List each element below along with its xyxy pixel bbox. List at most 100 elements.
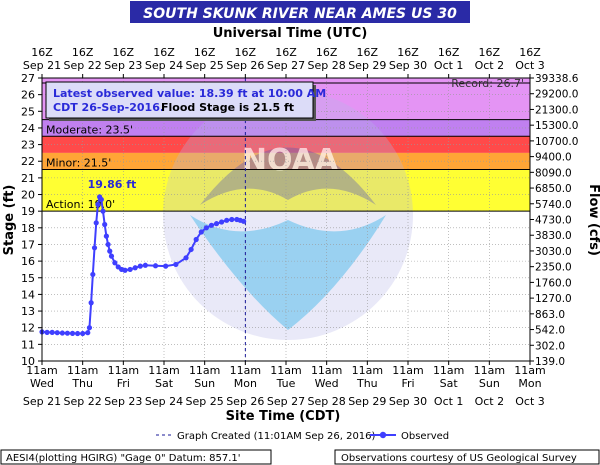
utc-tick-hour: 16Z [113, 46, 135, 59]
stage-tick-label: 24 [21, 122, 35, 135]
observed-point [69, 330, 76, 336]
observed-point [112, 260, 118, 266]
observed-point [213, 221, 220, 227]
utc-tick-hour: 16Z [316, 46, 338, 59]
stage-tick-label: 17 [21, 238, 35, 251]
utc-tick-hour: 16Z [275, 46, 297, 59]
observed-point [64, 330, 71, 336]
cdt-tick-date: Oct 1 [434, 395, 464, 408]
cdt-tick-day: Tue [276, 377, 296, 390]
cdt-tick-date: Sep 29 [348, 395, 386, 408]
observed-point [93, 220, 99, 226]
title-bar [130, 1, 470, 23]
cdt-tick-time: 11am [189, 364, 220, 377]
observed-point [188, 246, 194, 253]
utc-tick-hour: 16Z [438, 46, 460, 59]
flow-tick-label: 139.0 [535, 356, 565, 368]
observed-point [152, 263, 159, 269]
flow-tick-label: 10700.0 [535, 136, 578, 148]
utc-tick-date: Sep 27 [267, 59, 305, 72]
observed-point [224, 217, 230, 223]
cdt-tick-day: Fri [401, 377, 414, 390]
cdt-tick-day: Sat [155, 377, 174, 390]
flow-tick-label: 8090.0 [535, 167, 572, 179]
cdt-tick-time: 11am [108, 364, 139, 377]
plot-frame [41, 77, 531, 362]
stage-tick-label: 22 [21, 155, 35, 168]
cdt-tick-time: 11am [148, 364, 179, 377]
flow-tick-label: 39338.6 [535, 73, 579, 85]
utc-tick-date: Sep 22 [64, 59, 102, 72]
minor-label: Minor: 21.5' [46, 157, 111, 170]
cdt-tick-time: 11am [230, 364, 261, 377]
utc-tick-hour: 16Z [235, 46, 257, 59]
stage-axis-title: Stage (ft) [2, 185, 17, 256]
stage-tick-label: 23 [21, 139, 35, 152]
info-line-2-flood: Flood Stage is 21.5 ft [161, 101, 294, 114]
observed-point [142, 262, 148, 268]
observed-point [74, 330, 81, 337]
utc-tick-date: Oct 1 [434, 59, 464, 72]
flow-tick-label: 4730.0 [535, 215, 572, 227]
observed-point [95, 201, 101, 208]
stage-tick-label: 21 [21, 172, 35, 185]
cdt-tick-date: Sep 25 [186, 395, 224, 408]
utc-tick-hour: 16Z [479, 46, 501, 59]
legend-observed-label: Observed [401, 431, 449, 442]
utc-tick-hour: 16Z [153, 46, 175, 59]
observed-point [108, 253, 115, 259]
cdt-tick-date: Sep 21 [23, 395, 61, 408]
bottom-axis-title: Site Time (CDT) [226, 409, 341, 424]
cdt-tick-time: 11am [474, 364, 505, 377]
cdt-tick-date: Sep 27 [267, 395, 305, 408]
cdt-tick-date: Oct 2 [475, 395, 505, 408]
cdt-tick-time: 11am [270, 364, 301, 377]
stage-tick-label: 10 [21, 355, 35, 368]
flow-tick-label: 29200.0 [535, 89, 578, 101]
observed-point [86, 325, 93, 331]
observed-point [103, 233, 109, 239]
flow-tick-label: 863.0 [535, 309, 565, 321]
flow-tick-label: 302.0 [535, 340, 565, 352]
observed-point [90, 271, 96, 278]
moderate-label: Moderate: 23.5' [46, 123, 133, 136]
observed-point [163, 263, 169, 269]
cdt-tick-day: Thu [356, 377, 378, 390]
footer-left-text: AESI4(plotting HGIRG) "Gage 0" Datum: 85… [6, 453, 241, 464]
utc-tick-hour: 16Z [397, 46, 419, 59]
observed-point [183, 255, 189, 261]
cdt-tick-date: Sep 24 [145, 395, 183, 408]
chart-title: SOUTH SKUNK RIVER NEAR AMES US 30 [143, 6, 457, 22]
stage-tick-label: 11 [21, 338, 35, 351]
observed-point [49, 329, 55, 335]
stage-tick-label: 18 [21, 222, 35, 235]
observed-point [85, 330, 91, 336]
noaa-watermark: NOAA [163, 90, 413, 340]
flow-tick-label: 1760.0 [535, 277, 572, 289]
cdt-tick-day: Sun [194, 377, 215, 390]
cdt-tick-date: Oct 3 [515, 395, 545, 408]
stage-tick-label: 20 [21, 189, 35, 202]
top-axis-title: Universal Time (UTC) [213, 26, 368, 41]
observed-point [105, 241, 111, 248]
cdt-tick-day: Wed [315, 377, 339, 390]
info-box [45, 81, 314, 119]
observed-point [122, 267, 128, 273]
utc-tick-date: Sep 26 [226, 59, 264, 72]
cdt-tick-date: Sep 23 [104, 395, 142, 408]
flow-tick-label: 3830.0 [535, 230, 572, 242]
observed-point [59, 330, 65, 336]
observed-point [198, 229, 204, 235]
flow-tick-label: 15300.0 [535, 120, 578, 132]
observed-point [98, 196, 104, 203]
observed-point [88, 300, 94, 306]
legend-observed-dot [379, 431, 387, 439]
utc-tick-hour: 16Z [72, 46, 94, 59]
utc-tick-date: Oct 3 [515, 59, 545, 72]
utc-tick-date: Sep 25 [186, 59, 224, 72]
flow-tick-label: 3030.0 [535, 246, 572, 258]
cdt-tick-date: Sep 28 [308, 395, 346, 408]
stage-tick-label: 27 [21, 72, 35, 85]
cdt-tick-date: Sep 22 [64, 395, 102, 408]
